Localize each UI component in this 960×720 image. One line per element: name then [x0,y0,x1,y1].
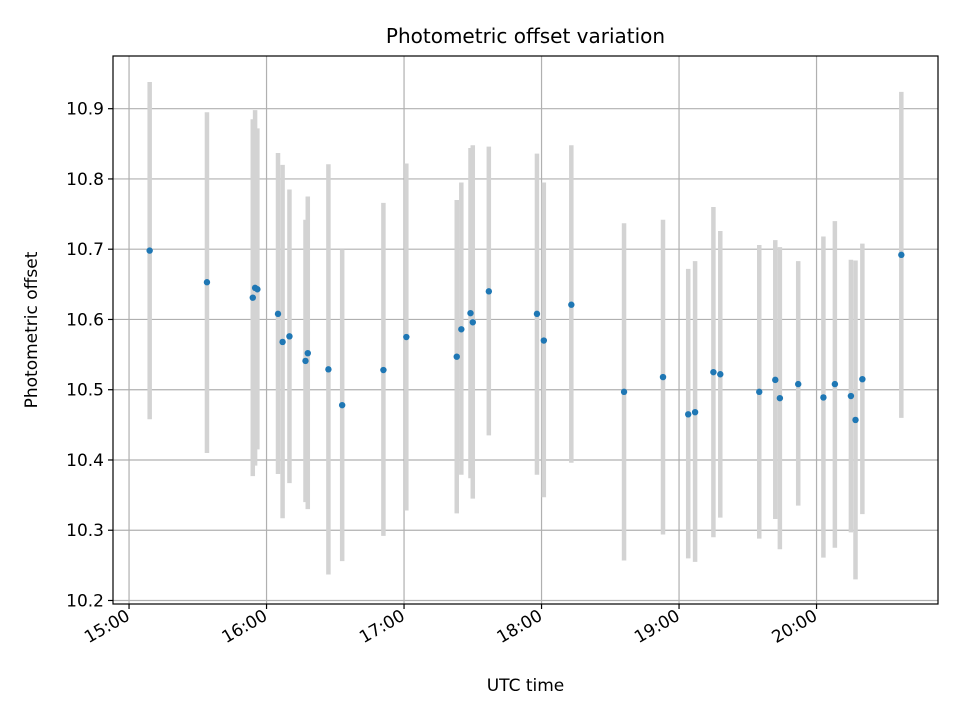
data-point [659,373,667,381]
data-point [274,310,282,318]
data-point [403,333,410,341]
chart-title: Photometric offset variation [386,24,665,48]
data-point [568,301,575,308]
data-point [691,409,699,416]
y-tick-label: 10.4 [66,451,104,471]
data-point [847,392,855,400]
data-point [304,349,311,357]
y-tick-label: 10.5 [66,381,104,401]
data-point [286,333,293,340]
plot-frame [112,55,939,605]
data-points [146,247,905,424]
y-tick-label: 10.7 [66,240,104,260]
grid [113,56,938,604]
data-point [852,416,859,424]
data-point [685,411,692,418]
data-point [146,247,153,254]
data-point [756,388,763,396]
y-tick-label: 10.3 [66,521,104,541]
y-tick-label: 10.2 [66,591,104,611]
data-point [458,326,465,333]
data-point [249,294,256,301]
data-point [710,368,717,376]
data-point [302,357,309,365]
data-point [467,309,474,317]
data-point [772,376,779,384]
data-point [469,319,476,326]
data-point [279,338,286,346]
y-tick-label: 10.6 [66,310,104,330]
data-point [254,286,261,293]
data-point [831,380,839,388]
data-point [820,394,827,401]
data-point [325,366,332,373]
data-point [203,279,211,286]
data-point [795,380,802,388]
data-point [540,337,548,344]
data-point [859,375,866,383]
data-point [380,366,387,374]
data-point [453,353,460,360]
data-point [898,251,905,259]
data-point [533,310,541,318]
data-point [717,371,724,378]
data-point [338,401,346,409]
x-axis-label: UTC time [487,676,565,696]
y-tick-label: 10.9 [66,100,104,120]
data-point [485,288,493,295]
y-axis-label: Photometric offset [22,251,42,408]
data-point [620,388,628,396]
data-point [776,394,784,402]
y-tick-label: 10.8 [66,170,104,190]
